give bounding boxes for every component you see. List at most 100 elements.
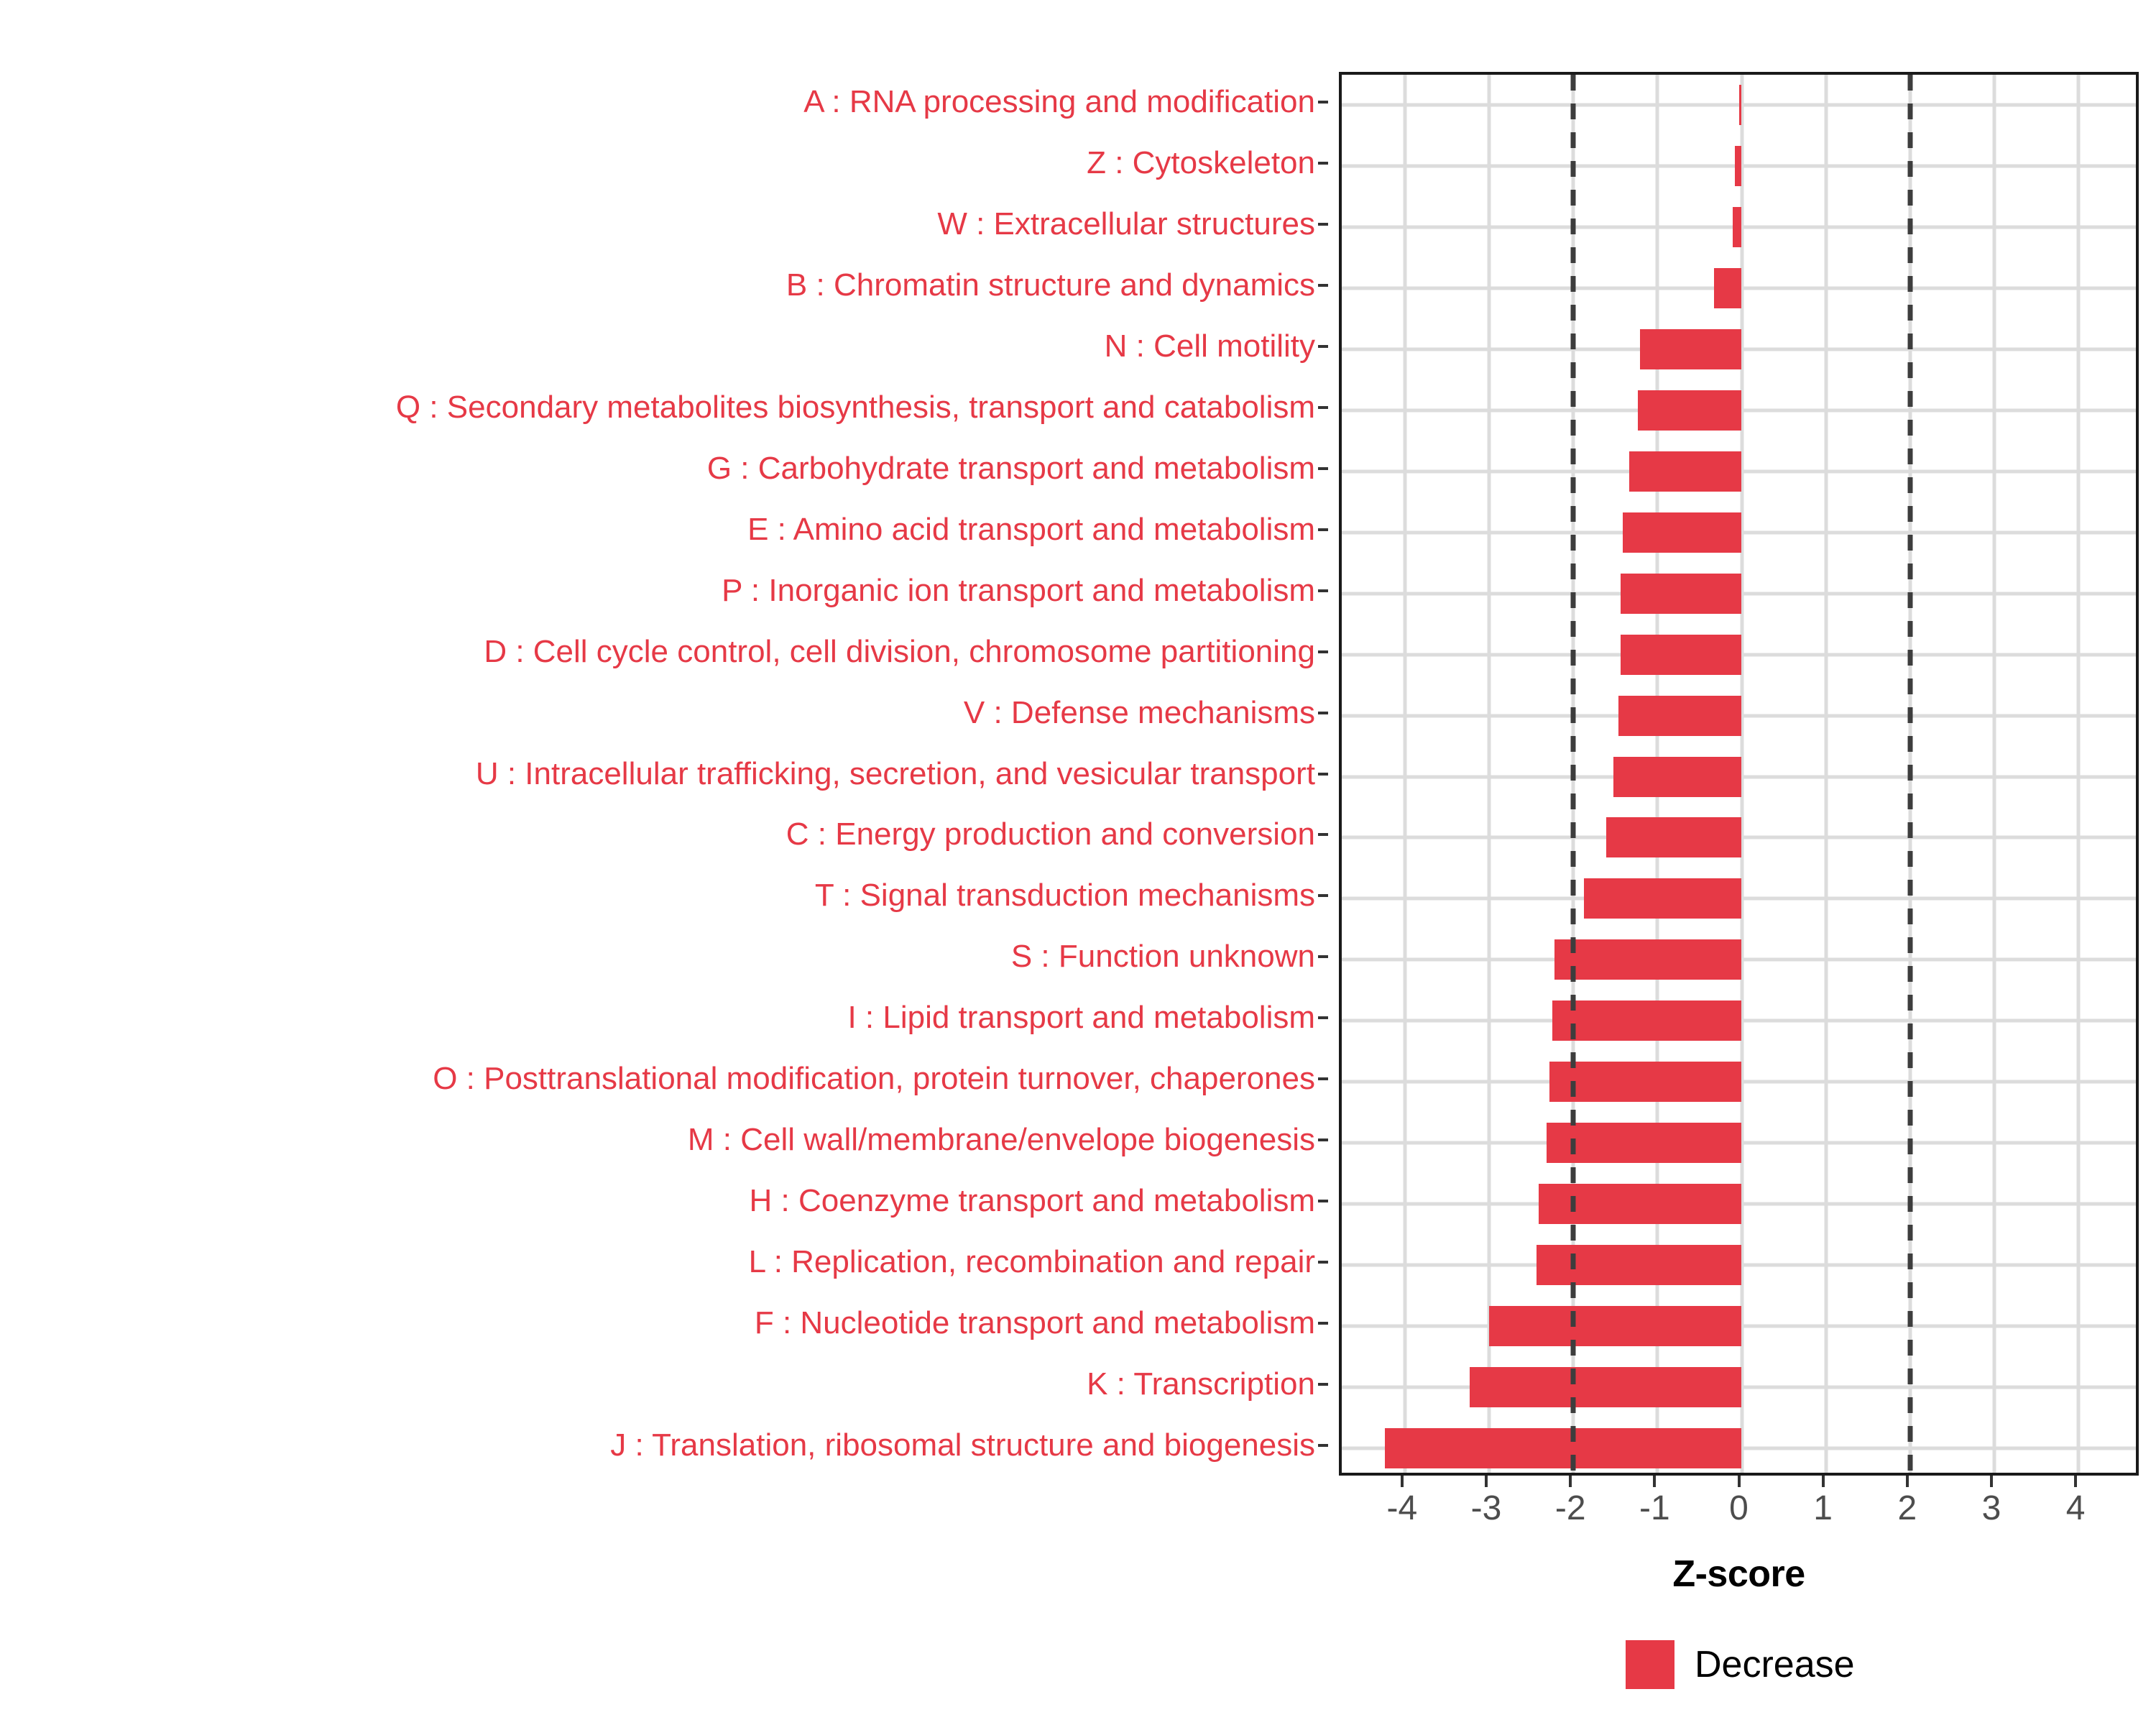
y-axis-tick: [1318, 1382, 1328, 1386]
category-label: O : Posttranslational modification, prot…: [433, 1061, 1315, 1097]
y-axis-tick: [1318, 1016, 1328, 1020]
y-axis-tick: [1318, 466, 1328, 470]
bar: [1613, 756, 1742, 797]
x-axis-tick: [1989, 1476, 1993, 1487]
x-axis-tick: [1737, 1476, 1741, 1487]
x-axis-tick-label: 4: [2065, 1489, 2086, 1527]
x-axis-tick-label: 0: [1729, 1489, 1749, 1527]
bar: [1606, 817, 1742, 858]
category-label: A : RNA processing and modification: [803, 84, 1315, 120]
x-axis-tick: [1569, 1476, 1572, 1487]
y-axis-tick: [1318, 101, 1328, 104]
bar: [1732, 207, 1742, 248]
x-axis-tick-label: -1: [1639, 1489, 1670, 1527]
bar: [1620, 634, 1742, 675]
y-axis-tick: [1318, 223, 1328, 226]
category-label: G : Carbohydrate transport and metabolis…: [706, 450, 1315, 486]
category-label: T : Signal transduction mechanisms: [814, 878, 1315, 914]
y-axis-tick: [1318, 345, 1328, 349]
legend-swatch-decrease: [1626, 1640, 1674, 1689]
category-label: S : Function unknown: [1010, 939, 1315, 975]
x-axis-tick-label: -2: [1554, 1489, 1586, 1527]
x-axis: -4 -3 -2 -1 0 1 2 3 4: [1339, 1476, 2139, 1562]
bar: [1638, 390, 1742, 431]
gridline-vertical: [1403, 75, 1407, 1473]
y-axis-tick: [1318, 589, 1328, 592]
bar: [1539, 1183, 1742, 1224]
bar: [1618, 695, 1742, 736]
x-axis-tick-label: -3: [1470, 1489, 1502, 1527]
bar: [1628, 451, 1742, 492]
x-axis-tick-label: 2: [1897, 1489, 1917, 1527]
x-axis-tick: [1400, 1476, 1404, 1487]
category-label: Q : Secondary metabolites biosynthesis, …: [395, 390, 1315, 426]
y-axis-tick: [1318, 650, 1328, 653]
x-axis-tick: [1485, 1476, 1488, 1487]
x-axis-tick: [1821, 1476, 1825, 1487]
bar: [1552, 1000, 1742, 1041]
bar: [1639, 329, 1742, 370]
x-axis-tick: [2074, 1476, 2078, 1487]
bar: [1470, 1366, 1742, 1407]
bar: [1623, 512, 1742, 553]
category-label: F : Nucleotide transport and metabolism: [754, 1305, 1315, 1340]
y-axis-tick: [1318, 833, 1328, 837]
legend: Decrease: [1626, 1640, 1855, 1689]
bar: [1536, 1244, 1742, 1285]
plot-panel: [1339, 72, 2139, 1476]
x-axis-tick-label: -4: [1386, 1489, 1418, 1527]
gridline-vertical: [2076, 75, 2081, 1473]
x-axis-tick-label: 1: [1813, 1489, 1833, 1527]
bar: [1554, 939, 1742, 980]
x-axis-title: Z-score: [1672, 1553, 1805, 1595]
x-axis-tick: [1905, 1476, 1909, 1487]
y-axis-tick: [1318, 284, 1328, 288]
category-label: B : Chromatin structure and dynamics: [786, 267, 1315, 303]
y-axis-tick: [1318, 406, 1328, 410]
y-axis-tick: [1318, 1138, 1328, 1141]
gridline-vertical: [1487, 75, 1491, 1473]
gridline-vertical: [1992, 75, 1996, 1473]
category-label: U : Intracellular trafficking, secretion…: [475, 755, 1315, 791]
bar: [1738, 85, 1742, 126]
threshold-line: [1570, 75, 1576, 1473]
y-axis-tick: [1318, 1260, 1328, 1264]
category-label: N : Cell motility: [1104, 328, 1315, 364]
bar: [1735, 146, 1742, 187]
bar: [1549, 1062, 1742, 1103]
category-label: W : Extracellular structures: [937, 206, 1315, 242]
y-axis-tick: [1318, 162, 1328, 165]
category-label: K : Transcription: [1087, 1366, 1315, 1402]
category-label: Z : Cytoskeleton: [1087, 145, 1315, 181]
category-label: C : Energy production and conversion: [786, 816, 1315, 852]
y-axis-tick: [1318, 1199, 1328, 1202]
category-axis-labels: A : RNA processing and modification Z : C…: [0, 72, 1328, 1476]
category-label: H : Coenzyme transport and metabolism: [749, 1182, 1315, 1218]
y-axis-tick: [1318, 772, 1328, 776]
bar: [1384, 1427, 1742, 1468]
y-axis-tick: [1318, 528, 1328, 531]
y-axis-tick: [1318, 1443, 1328, 1447]
bar: [1584, 878, 1742, 919]
bar: [1620, 573, 1742, 614]
bar: [1489, 1305, 1742, 1346]
category-label: E : Amino acid transport and metabolism: [747, 511, 1315, 547]
y-axis-tick: [1318, 955, 1328, 959]
y-axis-tick: [1318, 1321, 1328, 1325]
y-axis-tick: [1318, 894, 1328, 898]
category-label: P : Inorganic ion transport and metaboli…: [722, 572, 1315, 608]
legend-label-decrease: Decrease: [1695, 1644, 1855, 1685]
category-label: D : Cell cycle control, cell division, c…: [484, 633, 1315, 669]
y-axis-tick: [1318, 711, 1328, 714]
category-label: M : Cell wall/membrane/envelope biogenes…: [687, 1121, 1315, 1157]
gridline-horizontal: [1342, 103, 2136, 107]
bar: [1546, 1122, 1742, 1163]
x-axis-tick-label: 3: [1981, 1489, 2001, 1527]
gridline-vertical: [1824, 75, 1828, 1473]
threshold-line: [1907, 75, 1913, 1473]
category-label: L : Replication, recombination and repai…: [748, 1243, 1315, 1279]
y-axis-tick: [1318, 1077, 1328, 1081]
category-label: V : Defense mechanisms: [963, 694, 1315, 730]
bar: [1713, 268, 1742, 309]
